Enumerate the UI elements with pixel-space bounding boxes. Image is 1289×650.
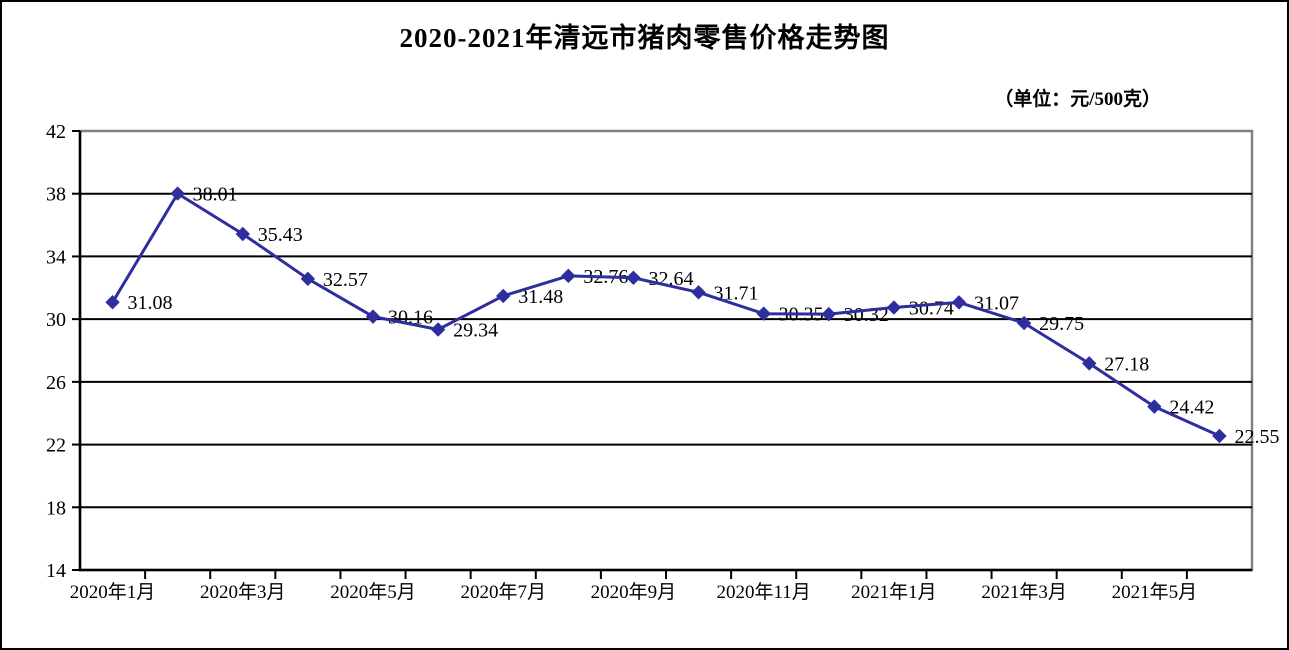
y-tick-label: 26 (46, 372, 66, 394)
data-point-marker (430, 322, 446, 337)
y-tick-label: 38 (46, 184, 66, 206)
data-point-marker (105, 295, 120, 310)
data-point-marker (561, 268, 576, 284)
x-tick-label: 2020年3月 (200, 581, 286, 603)
y-tick-label: 14 (46, 560, 66, 582)
x-tick-label: 2020年5月 (330, 581, 416, 603)
unit-label: （单位：元/500克） (994, 89, 1161, 110)
data-point-marker (756, 306, 771, 321)
x-tick-label: 2020年1月 (70, 581, 156, 603)
data-point-label: 31.07 (974, 292, 1019, 314)
data-point-label: 31.08 (128, 292, 173, 314)
x-tick-label: 2021年3月 (981, 581, 1067, 603)
data-point-marker (886, 300, 902, 315)
plot-area-border (78, 129, 1254, 572)
price-line (111, 192, 1221, 438)
data-point-label: 29.75 (1039, 313, 1084, 335)
data-point-marker (365, 309, 381, 324)
data-point-marker (1082, 356, 1097, 371)
data-point-marker (951, 295, 967, 310)
y-tick-label: 42 (46, 121, 66, 143)
data-point-label: 24.42 (1169, 397, 1214, 419)
data-point-marker (1016, 315, 1032, 331)
data-point-marker (496, 288, 511, 304)
y-tick-label: 22 (46, 435, 66, 457)
data-point-label: 29.34 (453, 319, 498, 341)
chart-title: 2020-2021年清远市猪肉零售价格走势图 (399, 23, 890, 53)
data-point-label: 27.18 (1104, 353, 1149, 375)
x-tick-label: 2020年7月 (460, 581, 546, 603)
y-tick-label: 30 (46, 309, 66, 331)
y-tick-label: 18 (46, 497, 66, 519)
data-point-label: 31.71 (714, 282, 759, 304)
data-point-label: 30.74 (909, 298, 954, 320)
data-point-marker (821, 306, 836, 322)
data-point-label: 32.57 (323, 269, 368, 291)
data-point-marker (626, 270, 641, 285)
data-point-marker (691, 285, 706, 300)
x-tick-label: 2021年5月 (1112, 581, 1198, 603)
data-point-label: 38.01 (193, 184, 238, 206)
x-tick-label: 2020年9月 (591, 581, 677, 603)
data-point-marker (1147, 399, 1162, 414)
data-point-label: 22.55 (1234, 426, 1279, 448)
data-point-marker (1212, 428, 1227, 444)
data-point-marker (235, 226, 250, 242)
data-point-label: 31.48 (518, 286, 563, 308)
data-point-label: 35.43 (258, 224, 303, 246)
x-tick-label: 2021年1月 (851, 581, 937, 603)
data-point-marker (170, 186, 185, 201)
data-point-marker (300, 271, 316, 287)
y-tick-label: 34 (46, 246, 66, 268)
x-tick-label: 2020年11月 (717, 581, 811, 603)
